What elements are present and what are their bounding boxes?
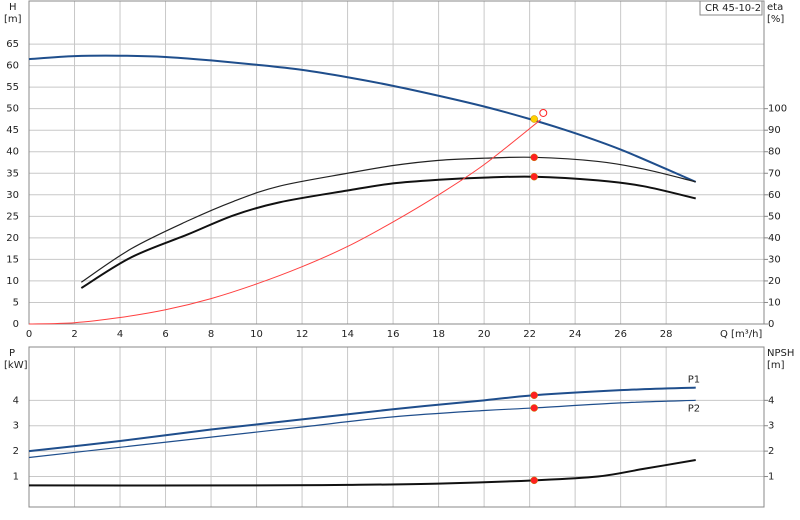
y-tick-label: 60 (6, 61, 19, 72)
y-tick-label: 30 (6, 190, 19, 201)
x-tick-label: 2 (71, 329, 77, 340)
y-tick-label: 4 (13, 395, 19, 406)
series-label: P1 (688, 375, 700, 386)
x-tick-label: 28 (660, 329, 673, 340)
curve (28, 459, 696, 487)
y-tick-label: 55 (6, 82, 19, 93)
y-tick-label: 1 (13, 472, 19, 483)
y2-tick-label: 4 (768, 395, 774, 406)
y-tick-label: 25 (6, 211, 19, 222)
operating-point (539, 108, 548, 117)
curve (28, 386, 696, 453)
x-axis-label: Q [m³/h] (720, 329, 762, 340)
x-tick-label: 18 (432, 329, 445, 340)
y-tick-label: 45 (6, 125, 19, 136)
y2-axis-label: eta (767, 2, 783, 13)
operating-point (530, 391, 538, 400)
x-tick-label: 26 (614, 329, 627, 340)
y2-tick-label: 100 (768, 104, 787, 115)
y-tick-label: 0 (13, 319, 19, 330)
y-tick-label: 20 (6, 233, 19, 244)
operating-point (530, 404, 538, 412)
y2-axis-label: NPSH (767, 348, 794, 359)
y-tick-label: 65 (6, 39, 19, 50)
x-tick-label: 20 (478, 329, 491, 340)
curve (28, 119, 542, 325)
y2-tick-label: 2 (768, 446, 774, 457)
y2-tick-label: 1 (768, 472, 774, 483)
curve (81, 156, 696, 283)
x-tick-label: 14 (341, 329, 354, 340)
y2-tick-label: 50 (768, 211, 781, 222)
y-tick-label: 50 (6, 104, 19, 115)
y-axis-label: H (9, 2, 17, 13)
y2-tick-label: 20 (768, 276, 781, 287)
x-tick-label: 0 (26, 329, 32, 340)
curve (28, 399, 696, 459)
y2-axis-unit: [m] (767, 360, 785, 371)
x-tick-label: 6 (162, 329, 168, 340)
y-tick-label: 15 (6, 254, 19, 265)
y2-tick-label: 3 (768, 421, 774, 432)
y-axis-unit: [m] (4, 14, 22, 25)
y-tick-label: 5 (13, 297, 19, 308)
y-axis-unit: [kW] (4, 360, 28, 371)
y-tick-label: 2 (13, 446, 19, 457)
y2-tick-label: 40 (768, 233, 781, 244)
y2-tick-label: 70 (768, 168, 781, 179)
series-label: P2 (688, 403, 700, 414)
y-tick-label: 40 (6, 147, 19, 158)
y2-tick-label: 30 (768, 254, 781, 265)
operating-point (530, 172, 538, 181)
x-tick-label: 24 (569, 329, 582, 340)
operating-point (530, 115, 538, 123)
x-tick-label: 12 (296, 329, 309, 340)
x-tick-label: 22 (523, 329, 536, 340)
curve (28, 54, 697, 183)
y-tick-label: 10 (6, 276, 19, 287)
x-tick-label: 16 (387, 329, 400, 340)
y2-tick-label: 90 (768, 125, 781, 136)
operating-point (530, 153, 538, 162)
y2-axis-unit: [%] (767, 14, 784, 25)
y2-tick-label: 0 (768, 319, 774, 330)
y2-tick-label: 10 (768, 297, 781, 308)
y2-tick-label: 80 (768, 147, 781, 158)
legend-box (699, 0, 763, 16)
legend-title: CR 45-10-2 (705, 3, 761, 14)
curve (80, 175, 696, 289)
x-tick-label: 8 (208, 329, 214, 340)
operating-point (530, 476, 538, 485)
y2-tick-label: 60 (768, 190, 781, 201)
y-tick-label: 35 (6, 168, 19, 179)
y-axis-label: P (9, 348, 15, 359)
x-tick-label: 10 (250, 329, 263, 340)
y-tick-label: 3 (13, 421, 19, 432)
x-tick-label: 4 (117, 329, 123, 340)
plot-frame (28, 0, 765, 325)
plot-frame (28, 346, 765, 508)
